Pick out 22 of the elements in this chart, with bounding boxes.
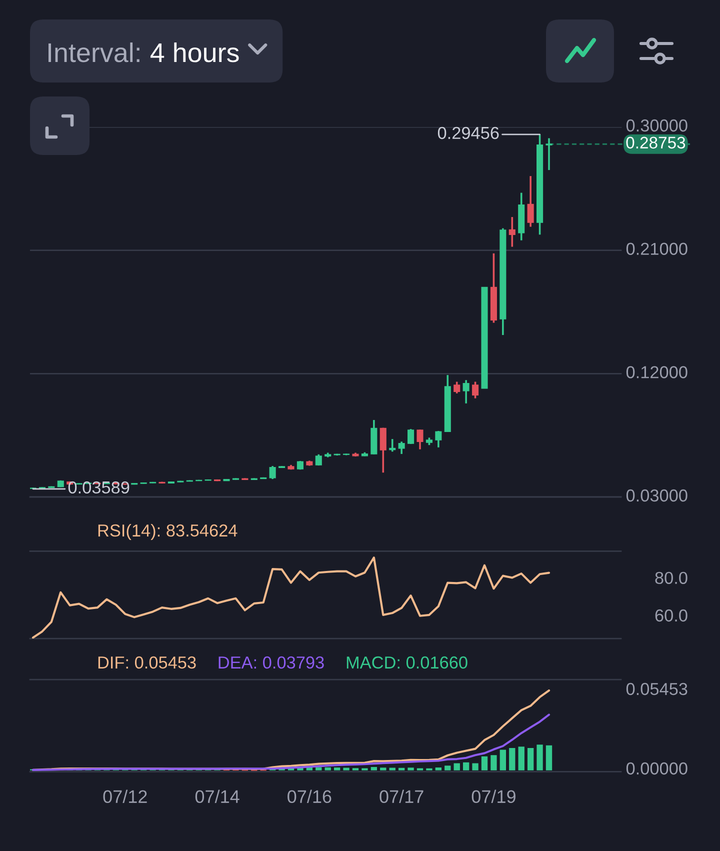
x-tick-label: 07/14 [195, 790, 240, 804]
text: DIF: 0.05453 [98, 656, 196, 669]
annotation: 0.03589 [68, 481, 130, 494]
y-tick-label: 0.30000 [626, 119, 688, 132]
annotation: 0.29456 [438, 126, 499, 140]
y-tick-label: 0.12000 [626, 366, 688, 378]
y-tick-label: 0.21000 [626, 242, 688, 255]
x-tick-label: 07/12 [103, 790, 147, 804]
text: RSI(14): 83.54624 [98, 524, 238, 540]
text: DEA: 0.03793 [218, 656, 324, 669]
y-tick-label: 0.05453 [626, 682, 688, 696]
text: Interval: [48, 42, 140, 62]
y-tick-label: 0.03000 [626, 489, 688, 502]
text: 4 hours [150, 42, 239, 62]
text: MACD: 0.01660 [346, 656, 468, 669]
y-tick-label: 80.0 [655, 572, 688, 584]
x-tick-label: 07/17 [380, 790, 424, 804]
y-tick-label: 0.00000 [626, 762, 688, 775]
ref-line-label: 0.28753 [626, 136, 686, 149]
x-tick-label: 07/19 [472, 790, 516, 804]
x-tick-label: 07/16 [288, 790, 332, 804]
y-tick-label: 60.0 [655, 609, 688, 622]
